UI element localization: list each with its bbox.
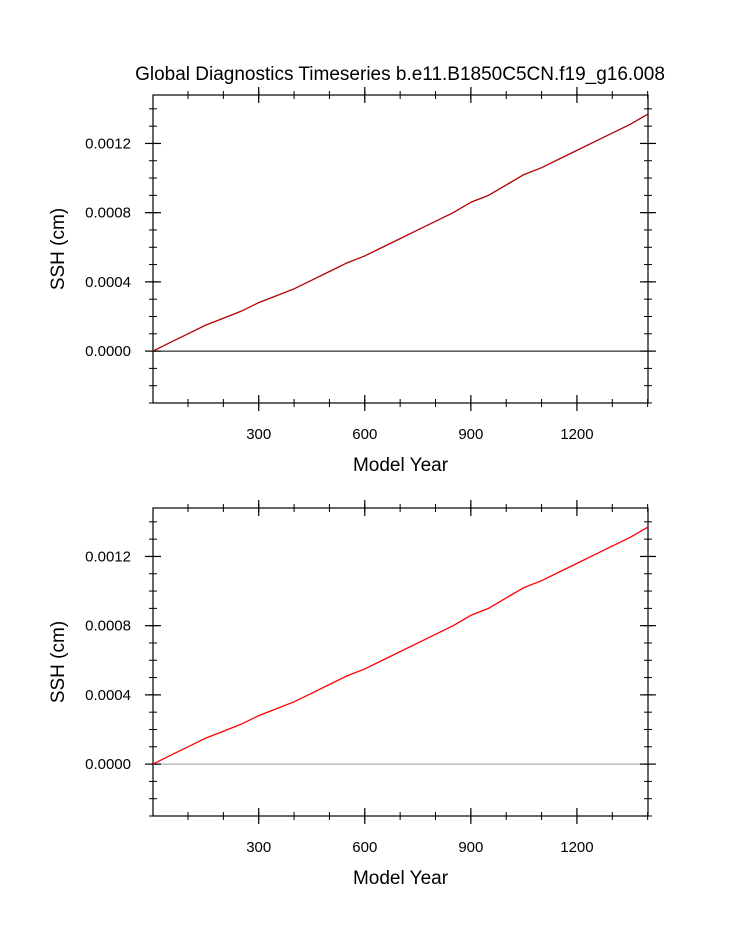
panel2-x-tick-label: 300 bbox=[246, 839, 271, 856]
panel1-y-tick-label: 0.0000 bbox=[85, 343, 131, 360]
panel2-x-tick-label: 600 bbox=[352, 839, 377, 856]
panel2-series-line bbox=[152, 526, 649, 765]
top-panel: 0.0000 0.0004 0.0008 0.0012 300 600 900 1200 Mod… bbox=[48, 87, 656, 476]
panel2-y-tick-label: 0.0012 bbox=[85, 548, 131, 565]
panel1-y-tick-label: 0.0008 bbox=[85, 205, 131, 222]
bottom-panel: 0.0000 0.0004 0.0008 0.0012 300 600 900 1200 Mod… bbox=[48, 500, 656, 889]
panel1-x-tick-label: 600 bbox=[352, 426, 377, 443]
panel2-y-tick-label: 0.0000 bbox=[85, 756, 131, 773]
panel1-x-tick-label: 300 bbox=[246, 426, 271, 443]
panel1-series-line bbox=[152, 113, 649, 352]
panel1-y-tick-label: 0.0012 bbox=[85, 135, 131, 152]
panel2-x-axis-title: Model Year bbox=[353, 868, 449, 889]
panel1-y-tick-label: 0.0004 bbox=[85, 274, 131, 291]
panel2-plot-frame bbox=[152, 507, 649, 817]
panel2-x-tick-label: 1200 bbox=[560, 839, 593, 856]
panel1-x-axis-title: Model Year bbox=[353, 455, 449, 476]
panel1-plot-frame bbox=[152, 94, 649, 404]
panel1-y-axis-title: SSH (cm) bbox=[48, 208, 69, 290]
panel2-x-tick-label: 900 bbox=[458, 839, 483, 856]
panel2-y-tick-label: 0.0004 bbox=[85, 687, 131, 704]
panel2-y-axis-title: SSH (cm) bbox=[48, 621, 69, 703]
panel1-x-tick-label: 1200 bbox=[560, 426, 593, 443]
panel2-y-tick-label: 0.0008 bbox=[85, 618, 131, 635]
panel1-x-tick-label: 900 bbox=[458, 426, 483, 443]
figure-title: Global Diagnostics Timeseries b.e11.B185… bbox=[135, 64, 665, 85]
